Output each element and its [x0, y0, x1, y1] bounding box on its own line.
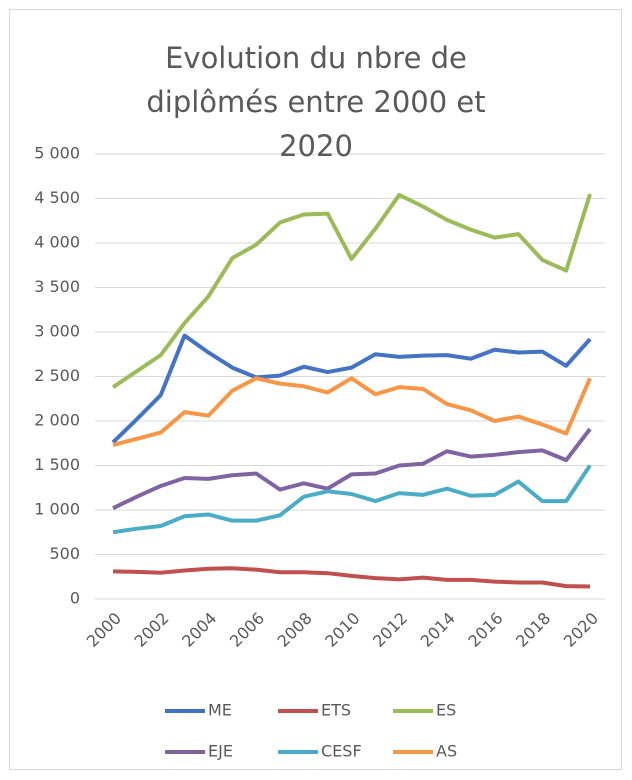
series-line: [112, 464, 592, 535]
y-tick-label: 0: [70, 589, 80, 608]
legend-label: CESF: [321, 742, 362, 761]
legend-label: AS: [436, 742, 457, 761]
y-tick-label: 2 000: [34, 411, 80, 430]
legend-label: ME: [208, 701, 232, 720]
legend-label: EJE: [208, 742, 233, 761]
y-tick-label: 2 500: [34, 366, 80, 385]
y-tick-label: 4 000: [34, 233, 80, 252]
y-tick-label: 5 000: [34, 144, 80, 163]
legend-label: ETS: [321, 701, 351, 720]
legend-label: ES: [436, 701, 456, 720]
y-tick-label: 3 500: [34, 277, 80, 296]
y-tick-label: 3 000: [34, 322, 80, 341]
chart-title: Evolution du nbre de diplômés entre 2000…: [146, 41, 486, 163]
series-line: [112, 427, 592, 511]
y-tick-label: 1 000: [34, 500, 80, 519]
y-tick-label: 500: [49, 544, 80, 563]
y-tick-label: 4 500: [34, 188, 80, 207]
series-line: [111, 333, 592, 444]
series-line: [112, 566, 591, 589]
series-line: [111, 192, 592, 389]
series-line: [112, 376, 592, 447]
y-tick-label: 1 500: [34, 455, 80, 474]
